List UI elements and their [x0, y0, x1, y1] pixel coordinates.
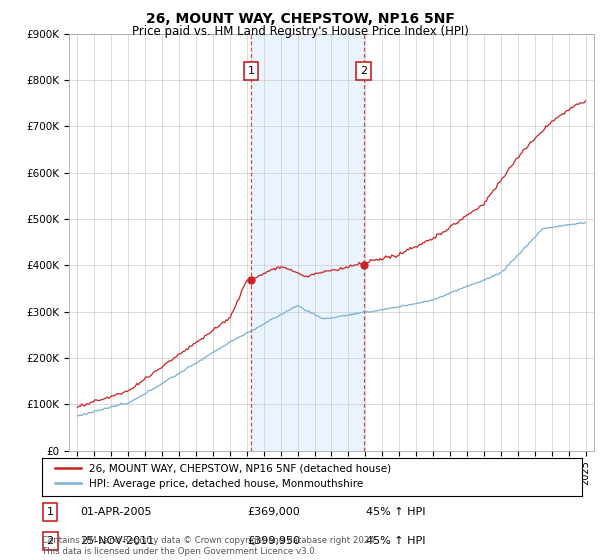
Text: 1: 1 — [47, 507, 53, 517]
Text: £399,950: £399,950 — [247, 536, 300, 546]
Text: Price paid vs. HM Land Registry's House Price Index (HPI): Price paid vs. HM Land Registry's House … — [131, 25, 469, 38]
Bar — [251, 34, 364, 451]
Text: 45% ↑ HPI: 45% ↑ HPI — [366, 536, 425, 546]
Text: Contains HM Land Registry data © Crown copyright and database right 2024.
This d: Contains HM Land Registry data © Crown c… — [42, 536, 377, 556]
Text: 01-APR-2005: 01-APR-2005 — [80, 507, 151, 517]
Text: 2: 2 — [47, 536, 53, 546]
Text: 2: 2 — [360, 66, 367, 76]
Text: 45% ↑ HPI: 45% ↑ HPI — [366, 507, 425, 517]
Legend: 26, MOUNT WAY, CHEPSTOW, NP16 5NF (detached house), HPI: Average price, detached: 26, MOUNT WAY, CHEPSTOW, NP16 5NF (detac… — [53, 462, 393, 491]
Text: 25-NOV-2011: 25-NOV-2011 — [80, 536, 154, 546]
Text: 26, MOUNT WAY, CHEPSTOW, NP16 5NF: 26, MOUNT WAY, CHEPSTOW, NP16 5NF — [146, 12, 454, 26]
Text: 1: 1 — [248, 66, 254, 76]
Text: £369,000: £369,000 — [247, 507, 300, 517]
